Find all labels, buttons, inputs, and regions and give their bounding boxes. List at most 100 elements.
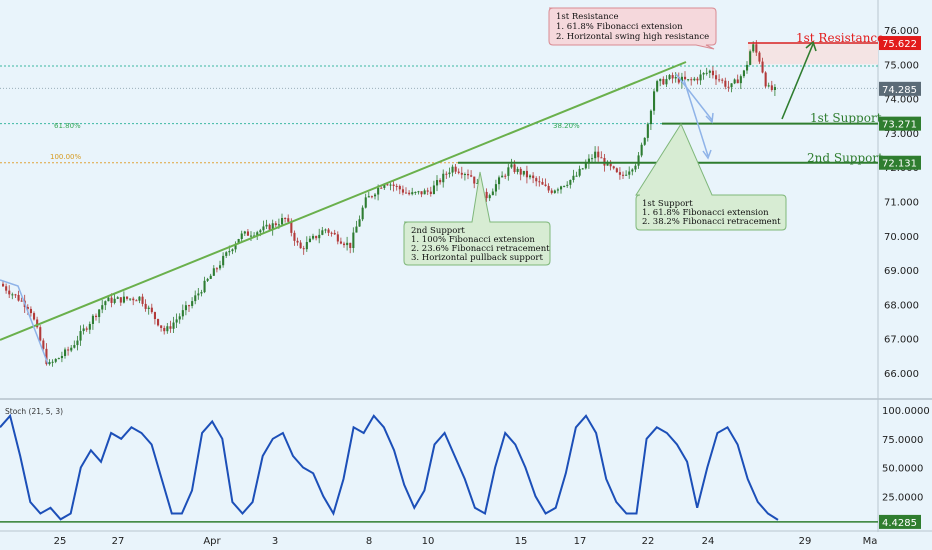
fib-label-38-2: 38.20%: [553, 122, 580, 130]
candle-body: [612, 166, 615, 169]
candle-body: [575, 175, 578, 177]
candle-body: [281, 218, 284, 225]
candle-body: [73, 345, 76, 348]
projection-to-support2: [683, 79, 709, 157]
time-tick-label: 15: [515, 536, 528, 547]
candle-body: [665, 79, 668, 85]
support2-price-tag: 72.131: [882, 159, 917, 170]
candle-body: [736, 79, 739, 84]
candle-body: [166, 326, 169, 332]
candle-body: [293, 232, 296, 241]
candle-body: [470, 175, 473, 177]
candle-body: [563, 185, 566, 187]
candle-body: [259, 230, 262, 233]
candle-body: [215, 268, 218, 270]
candle-body: [209, 275, 212, 279]
candle-body: [556, 189, 559, 191]
candle-body: [67, 349, 70, 351]
candle-body: [91, 315, 94, 324]
support2-note-line-4: 3. Horizontal pullback support: [411, 253, 543, 263]
candle-body: [349, 242, 352, 249]
candle-body: [116, 297, 119, 299]
candle-body: [243, 231, 246, 234]
stoch-value-tag: 4.4285: [882, 518, 917, 529]
trendline: [0, 61, 687, 341]
candle-body: [48, 362, 51, 365]
support2-price-tag-bg: [879, 155, 921, 170]
candle-body: [699, 74, 702, 81]
candle-body: [442, 173, 445, 183]
stoch-tick-label: 25.0000: [882, 492, 923, 503]
candle-body: [436, 180, 439, 186]
candle-body: [684, 76, 687, 80]
candle-body: [625, 174, 628, 176]
candle-body: [414, 192, 417, 194]
candle-body: [600, 157, 603, 159]
projection-arrowhead-2: [702, 149, 712, 160]
candle-body: [29, 308, 32, 314]
candle-body: [411, 192, 414, 195]
candle-body: [408, 192, 411, 195]
candle-body: [144, 303, 147, 309]
stoch-tick-label: 100.0000: [882, 406, 930, 417]
candle-body: [742, 70, 745, 77]
candle-body: [380, 187, 383, 189]
candle-body: [268, 224, 271, 230]
candle-body: [671, 75, 674, 79]
candle-body: [702, 73, 705, 75]
candle-body: [250, 235, 253, 237]
candle-body: [746, 64, 749, 71]
candle-body: [733, 79, 736, 84]
candle-body: [553, 190, 556, 193]
candle-body: [463, 174, 466, 176]
candle-body: [432, 185, 435, 194]
candle-body: [95, 315, 98, 318]
candle-body: [88, 323, 91, 330]
candle-body: [290, 221, 293, 233]
support1-note-line-2: 1. 61.8% Fibonacci extension: [642, 208, 769, 218]
candle-body: [57, 358, 60, 360]
candle-body: [172, 322, 175, 329]
candle-body: [643, 137, 646, 145]
candle-body: [212, 268, 215, 276]
support2-note: 2nd Support 1. 100% Fibonacci extension …: [403, 171, 551, 266]
candle-body: [101, 305, 104, 310]
candle-body: [767, 85, 770, 87]
time-tick-label: 8: [366, 536, 372, 547]
candle-body: [770, 85, 773, 90]
candle-body: [194, 295, 197, 302]
candle-body: [708, 70, 711, 73]
stoch-tick-label: 75.0000: [882, 435, 923, 446]
candle-body: [246, 231, 249, 236]
candle-body: [197, 293, 200, 296]
candle-body: [572, 175, 575, 180]
candle-body: [33, 313, 36, 320]
candle-body: [42, 340, 45, 349]
candle-body: [315, 235, 318, 239]
candle-body: [401, 189, 404, 193]
candle-body: [581, 168, 584, 170]
candle-body: [739, 76, 742, 84]
candle-body: [5, 286, 8, 291]
candle-body: [696, 78, 699, 81]
candle-body: [330, 232, 333, 234]
candle-body: [457, 171, 460, 173]
candle-body: [284, 218, 287, 220]
candle-body: [594, 151, 597, 159]
candles: [2, 40, 776, 367]
candle-body: [389, 184, 392, 186]
candle-body: [498, 177, 501, 185]
candle-body: [277, 224, 280, 226]
candle-body: [141, 296, 144, 304]
projection-to-support1: [675, 73, 713, 121]
candle-body: [550, 190, 553, 193]
price-tick-label: 66.000: [884, 369, 919, 380]
candle-body: [758, 52, 761, 62]
time-tick-label: 24: [702, 536, 715, 547]
candle-body: [64, 349, 67, 356]
candle-body: [755, 44, 758, 53]
candle-body: [426, 190, 429, 192]
candle-body: [547, 185, 550, 191]
bounce-arrowhead: [805, 40, 817, 52]
candle-body: [181, 310, 184, 317]
